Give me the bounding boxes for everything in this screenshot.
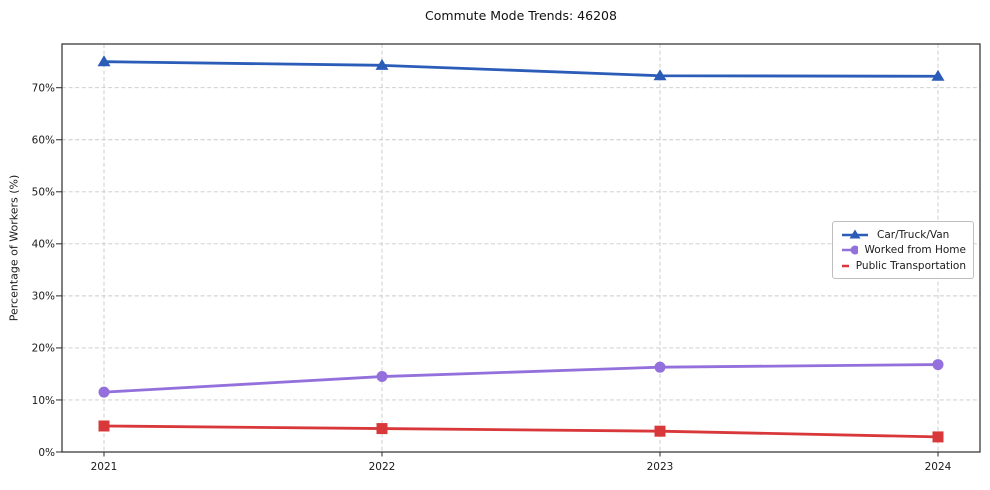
- data-point-1-2021: [98, 386, 110, 398]
- series-line-1: [102, 363, 940, 394]
- x-tick-label: 2021: [91, 461, 118, 473]
- legend-sample-marker: [850, 245, 858, 255]
- y-tick-label: 60%: [32, 135, 55, 147]
- data-point-0-2022: [375, 58, 389, 70]
- data-point-1-2022: [376, 371, 388, 383]
- y-tick-label: 70%: [32, 83, 55, 95]
- legend-label: Car/Truck/Van: [877, 228, 950, 241]
- plot-border: [61, 43, 981, 453]
- series-line-2: [102, 424, 940, 439]
- public-transportation-line-icon: [842, 264, 849, 267]
- data-point-0-2024: [931, 69, 945, 81]
- legend-item-worked-from-home: Worked from Home: [840, 243, 966, 258]
- series-line-0: [102, 60, 940, 78]
- y-tick-label: 50%: [32, 187, 55, 199]
- y-tick-label: 30%: [32, 291, 55, 303]
- y-tick-label: 40%: [32, 239, 55, 251]
- worked-from-home-line-icon: [842, 245, 858, 255]
- car-truck-van-line-icon: [842, 229, 868, 238]
- data-point-1-2023: [654, 361, 666, 373]
- data-point-2-2022: [376, 423, 388, 435]
- data-point-0-2021: [97, 55, 111, 67]
- x-tick-label: 2024: [925, 461, 952, 473]
- data-point-2-2024: [932, 431, 944, 443]
- legend-sample-marker: [849, 229, 861, 238]
- legend-label: Public Transportation: [855, 259, 966, 272]
- legend-label: Worked from Home: [864, 244, 966, 256]
- data-point-1-2024: [932, 359, 944, 371]
- data-point-2-2021: [98, 420, 110, 432]
- x-tick-label: 2023: [647, 461, 674, 473]
- y-tick-label: 20%: [32, 343, 55, 355]
- data-point-2-2023: [654, 425, 666, 437]
- legend-item-car-truck-van: Car/Truck/Van: [840, 227, 966, 242]
- y-tick-label: 10%: [32, 395, 55, 407]
- data-point-0-2023: [653, 69, 667, 81]
- y-tick-label: 0%: [38, 447, 55, 459]
- x-tick-label: 2022: [369, 461, 396, 473]
- chart-title: Commute Mode Trends: 46208: [425, 8, 617, 23]
- legend: Car/Truck/Van Worked from Home Public Tr…: [832, 221, 974, 279]
- legend-item-public-transportation: Public Transportation: [840, 258, 966, 273]
